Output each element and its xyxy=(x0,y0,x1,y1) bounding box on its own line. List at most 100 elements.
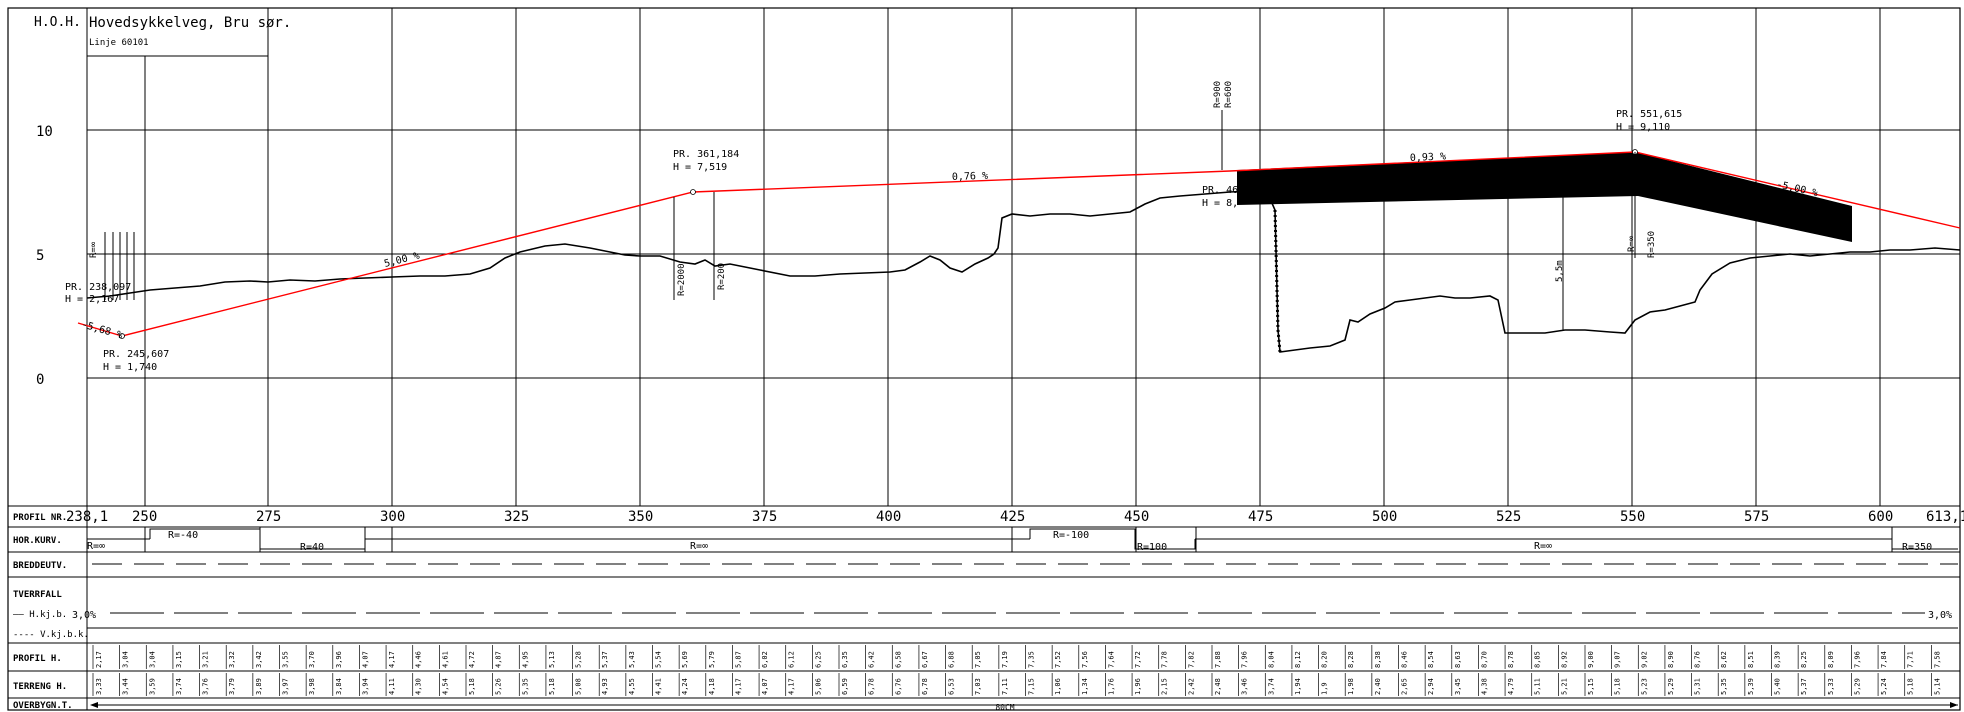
profile-height-value: 5,37 xyxy=(601,651,609,668)
terrain-height-value: 6,76 xyxy=(894,678,902,695)
terrain-height-value: 5,35 xyxy=(1720,678,1728,695)
terrain-height-value: 5,40 xyxy=(1774,678,1782,695)
profile-height-value: 4,17 xyxy=(388,651,396,668)
terrain-height-value: 3,45 xyxy=(1454,678,1462,695)
radius-label: R=600 xyxy=(1224,81,1234,108)
svg-text:R=∞: R=∞ xyxy=(690,541,708,552)
profile-height-value: 3,96 xyxy=(335,651,343,668)
terrain-height-value: 4,41 xyxy=(655,678,663,695)
terrain-height-value: 2,65 xyxy=(1401,678,1409,695)
terrain-height-value: 5,18 xyxy=(468,678,476,695)
svg-text:325: 325 xyxy=(504,509,529,525)
depth-label: 5,5m xyxy=(1555,260,1565,282)
terrain-height-value: 3,59 xyxy=(148,678,156,695)
profile-height-value: 5,28 xyxy=(575,651,583,668)
profile-height-value: 8,39 xyxy=(1774,651,1782,668)
terrain-height-value: 7,03 xyxy=(974,678,982,695)
profile-height-value: 8,78 xyxy=(1507,651,1515,668)
elevation-label: 5 xyxy=(36,248,44,264)
svg-text:300: 300 xyxy=(380,509,405,525)
profile-height-value: 7,88 xyxy=(1214,651,1222,668)
profile-height-value: 4,95 xyxy=(521,651,529,668)
terrain-height-value: 5,26 xyxy=(495,678,503,695)
profile-height-value: 4,07 xyxy=(361,651,369,668)
pr-annotation-1: PR. 238,097 H = 2,167 xyxy=(65,282,131,305)
terrain-height-value: 3,98 xyxy=(308,678,316,695)
terrain-height-value: 1,76 xyxy=(1107,678,1115,695)
profile-height-value: 8,46 xyxy=(1401,651,1409,668)
svg-text:TERRENG H.: TERRENG H. xyxy=(13,682,67,692)
profile-height-value: 7,05 xyxy=(974,651,982,668)
vertex-marker xyxy=(119,333,125,339)
terrain-height-value: 3,46 xyxy=(1241,678,1249,695)
grade-label: 0,76 % xyxy=(952,171,988,183)
profile-height-value: 6,02 xyxy=(761,651,769,668)
station-start: 238,1 xyxy=(66,509,108,525)
svg-text:PR. 46: PR. 46 xyxy=(1202,185,1238,196)
overbygning-label: 80CM xyxy=(995,703,1014,712)
profile-height-value: 3,21 xyxy=(202,651,210,668)
profile-height-value: 9,02 xyxy=(1640,651,1648,668)
drawing-title: Hovedsykkelveg, Bru sør. xyxy=(89,15,291,31)
profile-height-value: 4,46 xyxy=(415,651,423,668)
svg-text:400: 400 xyxy=(876,509,901,525)
profile-height-value: 2,17 xyxy=(95,651,103,668)
profile-height-value: 7,56 xyxy=(1081,651,1089,668)
profile-height-value: 4,72 xyxy=(468,651,476,668)
radius-label: R=2000 xyxy=(677,263,687,296)
profile-height-value: 8,20 xyxy=(1321,651,1329,668)
profile-height-value: 6,35 xyxy=(841,651,849,668)
terrain-height-values: 3,33 3,44 3,59 3,74 3,76 3,79 3,89 3,97 3,98 3,84… xyxy=(92,673,1941,696)
terrain-height-value: 5,35 xyxy=(521,678,529,695)
terrain-height-value: 4,24 xyxy=(681,678,689,695)
svg-text:R=∞: R=∞ xyxy=(1534,541,1552,552)
profile-height-value: 8,09 xyxy=(1827,651,1835,668)
terrain-height-value: 3,84 xyxy=(335,678,343,695)
pr-annotation-5: PR. 551,615 H = 9,110 xyxy=(1616,109,1682,133)
crossfall-left: 3,0% xyxy=(72,610,96,621)
radius-label: R=∞ xyxy=(89,241,99,258)
terrain-height-value: 5,11 xyxy=(1534,678,1542,695)
svg-text:250: 250 xyxy=(132,509,157,525)
terrain-height-value: 5,29 xyxy=(1853,678,1861,695)
terrain-height-value: 1,94 xyxy=(1294,678,1302,695)
terrain-height-value: 4,07 xyxy=(761,678,769,695)
terrain-height-value: 4,18 xyxy=(708,678,716,695)
profile-height-value: 8,38 xyxy=(1374,651,1382,668)
crossfall-right: 3,0% xyxy=(1928,610,1952,621)
profile-height-value: 5,54 xyxy=(655,651,663,668)
svg-text:H = 2,167: H = 2,167 xyxy=(65,294,119,305)
radius-label: R=900 xyxy=(1213,81,1223,108)
terrain-height-value: 5,33 xyxy=(1827,678,1835,695)
terrain-height-value: 3,79 xyxy=(228,678,236,695)
profile-height-value: 3,04 xyxy=(122,651,130,668)
terrain-height-value: 6,59 xyxy=(841,678,849,695)
svg-text:R=40: R=40 xyxy=(300,542,324,553)
svg-text:HOR.KURV.: HOR.KURV. xyxy=(13,536,62,546)
profile-height-value: 7,19 xyxy=(1001,651,1009,668)
elevation-label: 0 xyxy=(36,372,44,388)
terrain-line xyxy=(86,190,1961,353)
profile-height-value: 8,76 xyxy=(1694,651,1702,668)
svg-text:575: 575 xyxy=(1744,509,1769,525)
terrain-height-value: 6,78 xyxy=(868,678,876,695)
terrain-height-value: 1,9 xyxy=(1321,682,1329,695)
terrain-height-value: 2,40 xyxy=(1374,678,1382,695)
profile-height-value: 5,87 xyxy=(734,651,742,668)
terrain-height-value: 5,18 xyxy=(1614,678,1622,695)
profile-height-value: 8,28 xyxy=(1347,651,1355,668)
profile-height-value: 3,42 xyxy=(255,651,263,668)
pr-annotation-4: PR. 46 H = 8, xyxy=(1202,185,1238,209)
terrain-height-value: 5,18 xyxy=(1907,678,1915,695)
profile-height-value: 5,69 xyxy=(681,651,689,668)
svg-text:450: 450 xyxy=(1124,509,1149,525)
svg-text:H = 9,110: H = 9,110 xyxy=(1616,122,1670,133)
profile-height-value: 9,00 xyxy=(1587,651,1595,668)
profile-height-value: 7,64 xyxy=(1107,651,1115,668)
pr-annotation-3: PR. 361,184 H = 7,519 xyxy=(673,149,739,173)
terrain-height-value: 4,30 xyxy=(415,678,423,695)
profile-height-value: 5,79 xyxy=(708,651,716,668)
profile-height-value: 8,51 xyxy=(1747,651,1755,668)
terrain-height-value: 4,11 xyxy=(388,678,396,695)
